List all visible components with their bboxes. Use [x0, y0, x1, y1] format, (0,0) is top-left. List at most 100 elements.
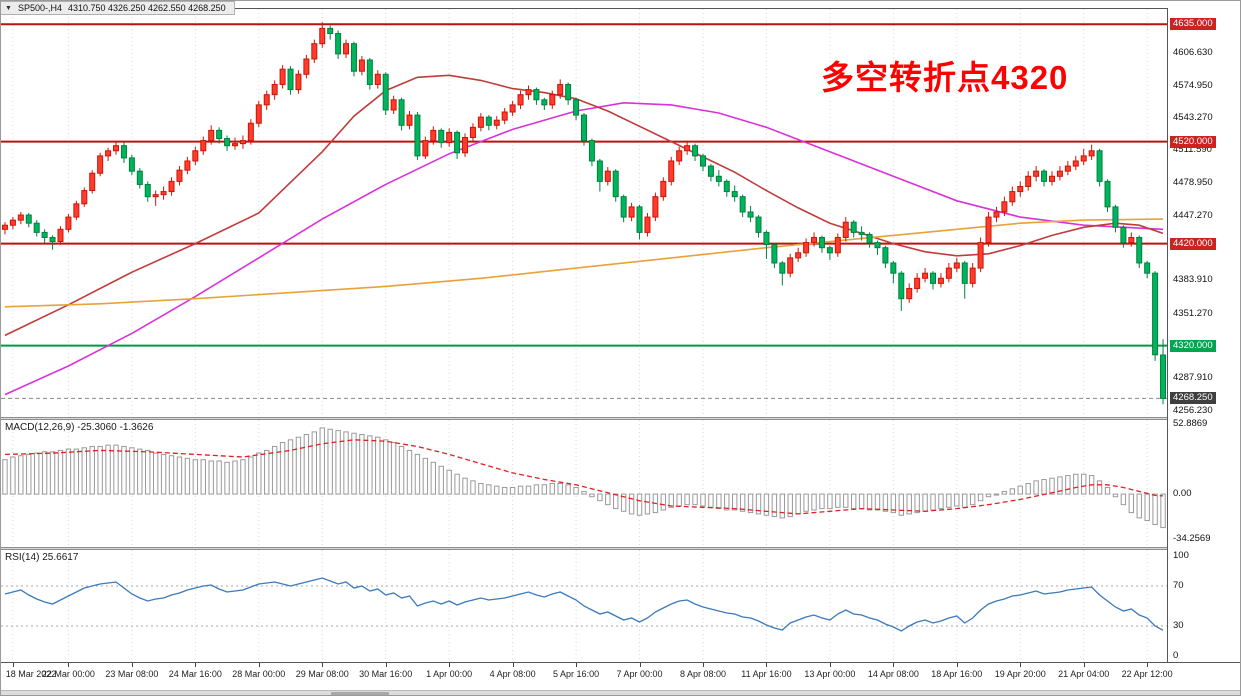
candle-body [17, 214, 24, 221]
time-axis-tick [322, 663, 324, 667]
macd-histogram-bar [470, 480, 476, 495]
macd-histogram-bar [430, 461, 436, 495]
macd-histogram-bar [390, 441, 397, 495]
macd-histogram-bar [501, 486, 508, 495]
macd-histogram-bar [866, 493, 873, 511]
macd-histogram-bar [1025, 483, 1031, 495]
macd-histogram-bar [1073, 473, 1079, 495]
candle-body [49, 236, 56, 243]
candle-body [65, 216, 72, 230]
rsi-indicator-label: RSI(14) 25.6617 [5, 552, 79, 563]
price-axis-label: 4447.270 [1173, 209, 1213, 221]
candle-body [604, 170, 611, 182]
macd-panel-svg[interactable] [1, 420, 1167, 547]
candle-body [374, 73, 381, 85]
macd-histogram-bar [993, 493, 1000, 496]
candle-body [914, 277, 921, 289]
macd-histogram-bar [49, 451, 56, 495]
macd-histogram-bar [533, 484, 540, 495]
candle-body [517, 94, 524, 106]
candle-body [485, 116, 492, 126]
macd-histogram-bar [240, 459, 246, 495]
candle-body [1160, 354, 1167, 399]
candle-body [803, 242, 810, 254]
panel-splitter-macd[interactable] [1, 417, 1240, 420]
macd-histogram-bar [1009, 488, 1016, 495]
macd-histogram-bar [137, 448, 143, 495]
time-axis-label: 21 Apr 04:00 [1058, 669, 1110, 679]
candle-body [818, 236, 825, 249]
panel-splitter-rsi[interactable] [1, 547, 1240, 550]
candle-body [358, 59, 365, 72]
macd-histogram-bar [279, 441, 286, 495]
candle-body [271, 83, 278, 96]
macd-histogram-bar [597, 493, 603, 502]
candle-body [731, 191, 738, 198]
candle-body [1136, 236, 1143, 264]
macd-histogram-bar [287, 439, 294, 495]
candle-body [882, 247, 889, 264]
main-chart-svg[interactable] [1, 9, 1167, 417]
macd-histogram-bar [65, 448, 72, 495]
candle-body [945, 267, 952, 279]
macd-histogram-bar [398, 445, 405, 495]
candle-body [120, 145, 127, 159]
candle-body [247, 122, 254, 142]
candle-body [398, 99, 405, 126]
time-axis-tick [1083, 663, 1085, 667]
candle-body [414, 114, 421, 157]
macd-histogram-bar [946, 493, 952, 508]
macd-histogram-bar [716, 493, 722, 510]
candle-body [216, 129, 223, 140]
h-scrollbar-thumb[interactable] [331, 692, 389, 695]
candle-body [295, 73, 302, 91]
candle-body [168, 180, 175, 193]
time-axis-label: 7 Apr 00:00 [616, 669, 663, 679]
macd-histogram-bar [486, 484, 492, 495]
candle-body [41, 231, 48, 238]
chart-dropdown-icon[interactable]: ▼ [5, 4, 12, 12]
price-level-badge: 4520.000 [1170, 135, 1216, 148]
macd-histogram-bar [264, 449, 270, 495]
time-axis-tick [1020, 663, 1022, 667]
rsi-panel-svg[interactable] [1, 550, 1167, 662]
macd-histogram-bar [724, 493, 730, 511]
candle-body [660, 180, 667, 198]
candle-body [612, 170, 619, 198]
price-axis-label: 4511.590 [1173, 144, 1212, 156]
macd-histogram-bar [248, 456, 254, 495]
macd-histogram-bar [1104, 486, 1111, 495]
price-scale[interactable]: 4606.630 4574.950 4543.270 4511.590 4478.950… [1168, 1, 1240, 695]
candle-body [826, 247, 833, 254]
macd-histogram-bar [176, 456, 183, 495]
macd-histogram-bar [152, 452, 159, 495]
price-axis-label: 4287.910 [1173, 372, 1213, 384]
chart-title-strip: ▼ SP500-,H4 4310.750 4326.250 4262.550 4… [1, 1, 235, 15]
rsi-axis-label: 0 [1173, 650, 1179, 661]
candle-body [937, 277, 944, 284]
h-scrollbar[interactable] [1, 690, 1240, 695]
macd-histogram-bar [319, 427, 325, 495]
macd-histogram-bar [692, 493, 698, 506]
chart-ohlc-values: 4310.750 4326.250 4262.550 4268.250 [67, 3, 226, 13]
price-axis-label: 4574.950 [1173, 79, 1213, 91]
time-axis-border [1, 662, 1240, 663]
macd-histogram-bar [97, 445, 103, 495]
candle-body [692, 145, 699, 157]
time-axis-tick [1147, 663, 1149, 667]
candle-body [73, 203, 80, 218]
time-axis-tick [766, 663, 768, 667]
chart-annotation-text: 多空转折点4320 [821, 59, 1069, 96]
time-axis-tick [956, 663, 958, 667]
candle-body [311, 43, 318, 60]
macd-histogram-bar [636, 493, 643, 516]
time-axis[interactable]: 18 Mar 2022 22 Mar 00:00 23 Mar 08:00 24 Ma… [1, 663, 1173, 690]
macd-indicator-label: MACD(12,26,9) -25.3060 -1.3626 [5, 422, 154, 433]
candle-body [477, 116, 484, 128]
candle-body [834, 236, 841, 254]
candle-body [113, 145, 120, 152]
candle-body [136, 170, 143, 185]
candle-body [350, 43, 357, 72]
macd-histogram-bar [938, 493, 944, 510]
